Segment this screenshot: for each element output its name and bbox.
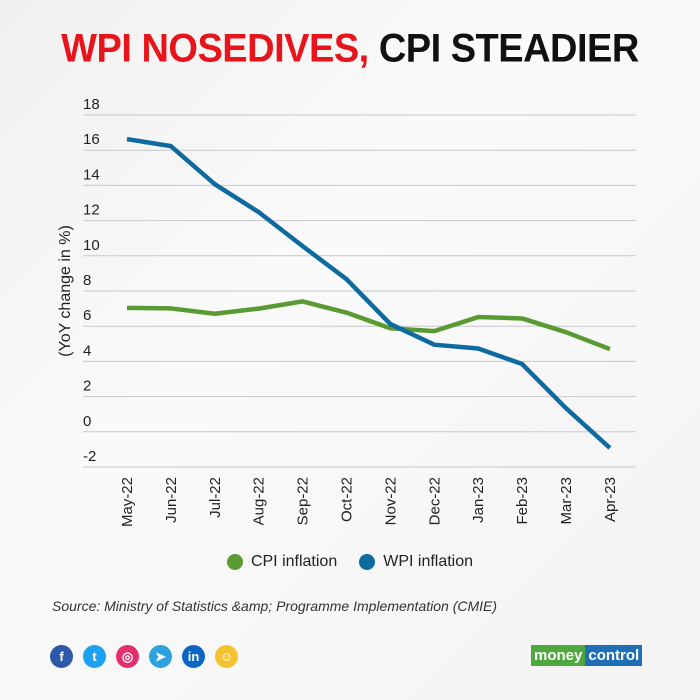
y-tick-label: 8 [83,272,91,289]
series-line-cpi [126,299,611,352]
linkedin-icon[interactable]: in [182,645,205,668]
x-tick-label: Feb-23 [514,477,531,525]
x-tick-label: Jan-23 [470,477,487,523]
y-tick-label: 16 [83,131,100,148]
y-tick-label: 10 [83,237,100,254]
series-line-wpi [126,136,612,450]
x-tick-label: Oct-22 [339,477,356,522]
x-tick-label: Aug-22 [251,477,268,525]
x-tick-label: Jul-22 [207,477,224,518]
y-tick-label: 18 [83,96,100,113]
x-tick-label: Jun-22 [163,477,180,523]
y-tick-label: 12 [83,202,100,219]
y-tick-label: -2 [83,448,96,465]
legend-item-wpi: WPI inflation [359,553,473,571]
telegram-icon[interactable]: ➤ [149,645,172,668]
snapchat-icon[interactable]: ☺ [215,645,238,668]
x-tick-label: Sep-22 [295,477,312,525]
twitter-icon[interactable]: t [83,645,106,668]
title-part1: WPI NOSEDIVES, [61,26,369,72]
title-part2: CPI STEADIER [378,26,640,72]
legend-label-cpi: CPI inflation [250,553,338,570]
y-tick-label: 4 [83,342,91,359]
y-tick-label: 0 [83,413,91,430]
x-tick-label: Apr-23 [602,477,619,522]
x-tick-label: May-22 [119,477,136,527]
instagram-icon[interactable]: ◎ [116,645,139,668]
y-tick-label: 2 [83,378,91,395]
source-note: Source: Ministry of Statistics &amp; Pro… [52,598,498,614]
legend-label-wpi: WPI inflation [383,553,474,570]
x-tick-label: Nov-22 [382,477,399,525]
x-tick-label: Dec-22 [426,477,443,525]
x-tick-label: Mar-23 [558,477,575,525]
facebook-icon[interactable]: f [50,645,73,668]
y-tick-label: 6 [83,307,91,324]
legend-item-cpi: CPI inflation [226,553,338,571]
y-tick-label: 14 [83,166,100,183]
line-chart: 18 16 14 12 10 8 6 4 2 0 -2 (YoY change in %) May-22… [57,96,636,527]
y-axis-label: (YoY change in %) [57,225,74,357]
social-icons: f t ◎ ➤ in ☺ [50,645,238,668]
wpi-dot-icon [359,554,376,570]
legend: CPI inflation WPI inflation [0,553,700,571]
chart-title: WPI NOSEDIVES, CPI STEADIER [0,27,700,72]
logo-part2: control [585,645,643,666]
cpi-dot-icon [226,554,243,570]
logo-part1: money [531,645,586,666]
moneycontrol-logo: money control [531,645,643,666]
